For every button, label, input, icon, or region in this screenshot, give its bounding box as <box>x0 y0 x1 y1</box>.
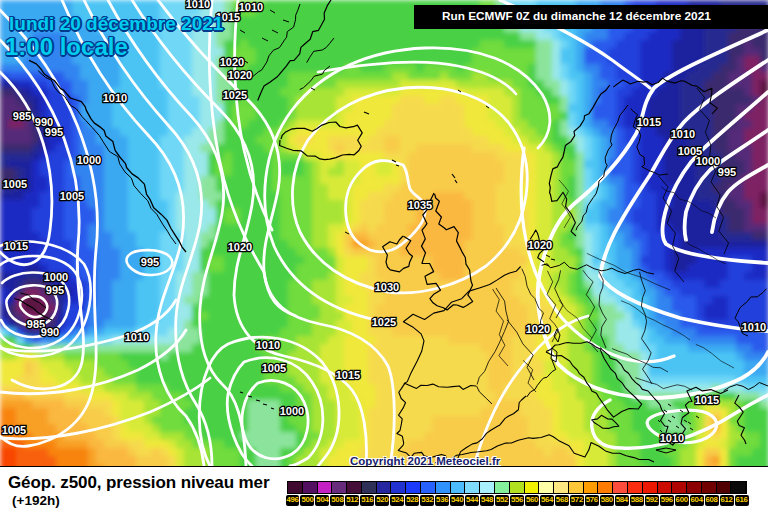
svg-text:1020: 1020 <box>526 323 550 335</box>
svg-text:1010: 1010 <box>660 432 684 444</box>
svg-text:1000: 1000 <box>280 405 304 417</box>
svg-text:1010: 1010 <box>239 1 263 13</box>
svg-text:985: 985 <box>13 110 31 122</box>
svg-text:1020: 1020 <box>228 69 252 81</box>
svg-text:995: 995 <box>46 284 64 296</box>
svg-text:1035: 1035 <box>408 199 432 211</box>
svg-text:1015: 1015 <box>637 116 661 128</box>
svg-text:1015: 1015 <box>336 369 360 381</box>
svg-text:1010: 1010 <box>125 331 149 343</box>
svg-text:1005: 1005 <box>2 424 26 436</box>
svg-text:1030: 1030 <box>375 281 399 293</box>
svg-text:1015: 1015 <box>4 240 28 252</box>
svg-text:1025: 1025 <box>372 316 396 328</box>
svg-text:1020: 1020 <box>220 56 244 68</box>
svg-text:995: 995 <box>141 256 159 268</box>
svg-text:1010: 1010 <box>103 92 127 104</box>
svg-text:1005: 1005 <box>262 362 286 374</box>
svg-text:1000: 1000 <box>44 271 68 283</box>
svg-text:1005: 1005 <box>60 190 84 202</box>
svg-text:995: 995 <box>718 166 736 178</box>
svg-text:1005: 1005 <box>3 178 27 190</box>
svg-text:1020: 1020 <box>228 241 252 253</box>
svg-text:1015: 1015 <box>695 394 719 406</box>
svg-text:1010: 1010 <box>742 321 766 333</box>
svg-text:990: 990 <box>41 326 59 338</box>
svg-text:1025: 1025 <box>223 89 247 101</box>
svg-text:1020: 1020 <box>528 239 552 251</box>
svg-text:1000: 1000 <box>696 155 720 167</box>
svg-text:1010: 1010 <box>186 0 210 10</box>
svg-text:995: 995 <box>45 126 63 138</box>
svg-text:1010: 1010 <box>256 339 280 351</box>
svg-text:1010: 1010 <box>671 128 695 140</box>
svg-text:1000: 1000 <box>77 154 101 166</box>
